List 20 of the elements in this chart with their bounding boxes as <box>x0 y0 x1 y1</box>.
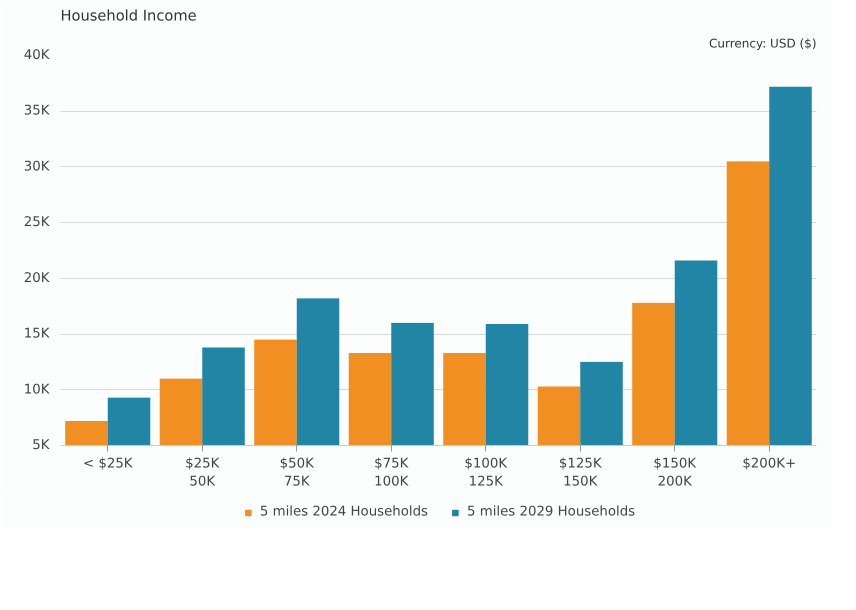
y-tick-label: 25K <box>24 215 51 230</box>
x-tick-label: $50K 75K <box>280 456 316 490</box>
legend-label: 5 miles 2029 Households <box>467 504 636 520</box>
legend-label: 5 miles 2024 Households <box>260 504 428 520</box>
x-tick-label: $150K 200K <box>653 456 698 490</box>
y-tick-label: 10K <box>24 382 51 398</box>
y-tick-label: 20K <box>24 270 51 286</box>
y-tick-label: 15K <box>24 326 51 342</box>
y-tick-label: 5K <box>32 438 51 453</box>
x-tick-label: < $25K <box>82 456 134 472</box>
x-tick-label: $25K 50K <box>185 456 221 490</box>
x-tick-label: $100K 125K <box>464 456 508 490</box>
y-tick-label: 30K <box>24 159 51 174</box>
y-tick-label: 40K <box>24 48 51 63</box>
y-tick-label: 35K <box>24 104 51 119</box>
chart-title: Household Income <box>60 8 197 24</box>
x-tick-label: $75K 100K <box>374 456 410 490</box>
text: Currency: USD ($) <box>709 36 817 50</box>
x-tick-label: $200K+ <box>742 456 796 472</box>
x-tick-label: $125K 150K <box>558 456 603 490</box>
